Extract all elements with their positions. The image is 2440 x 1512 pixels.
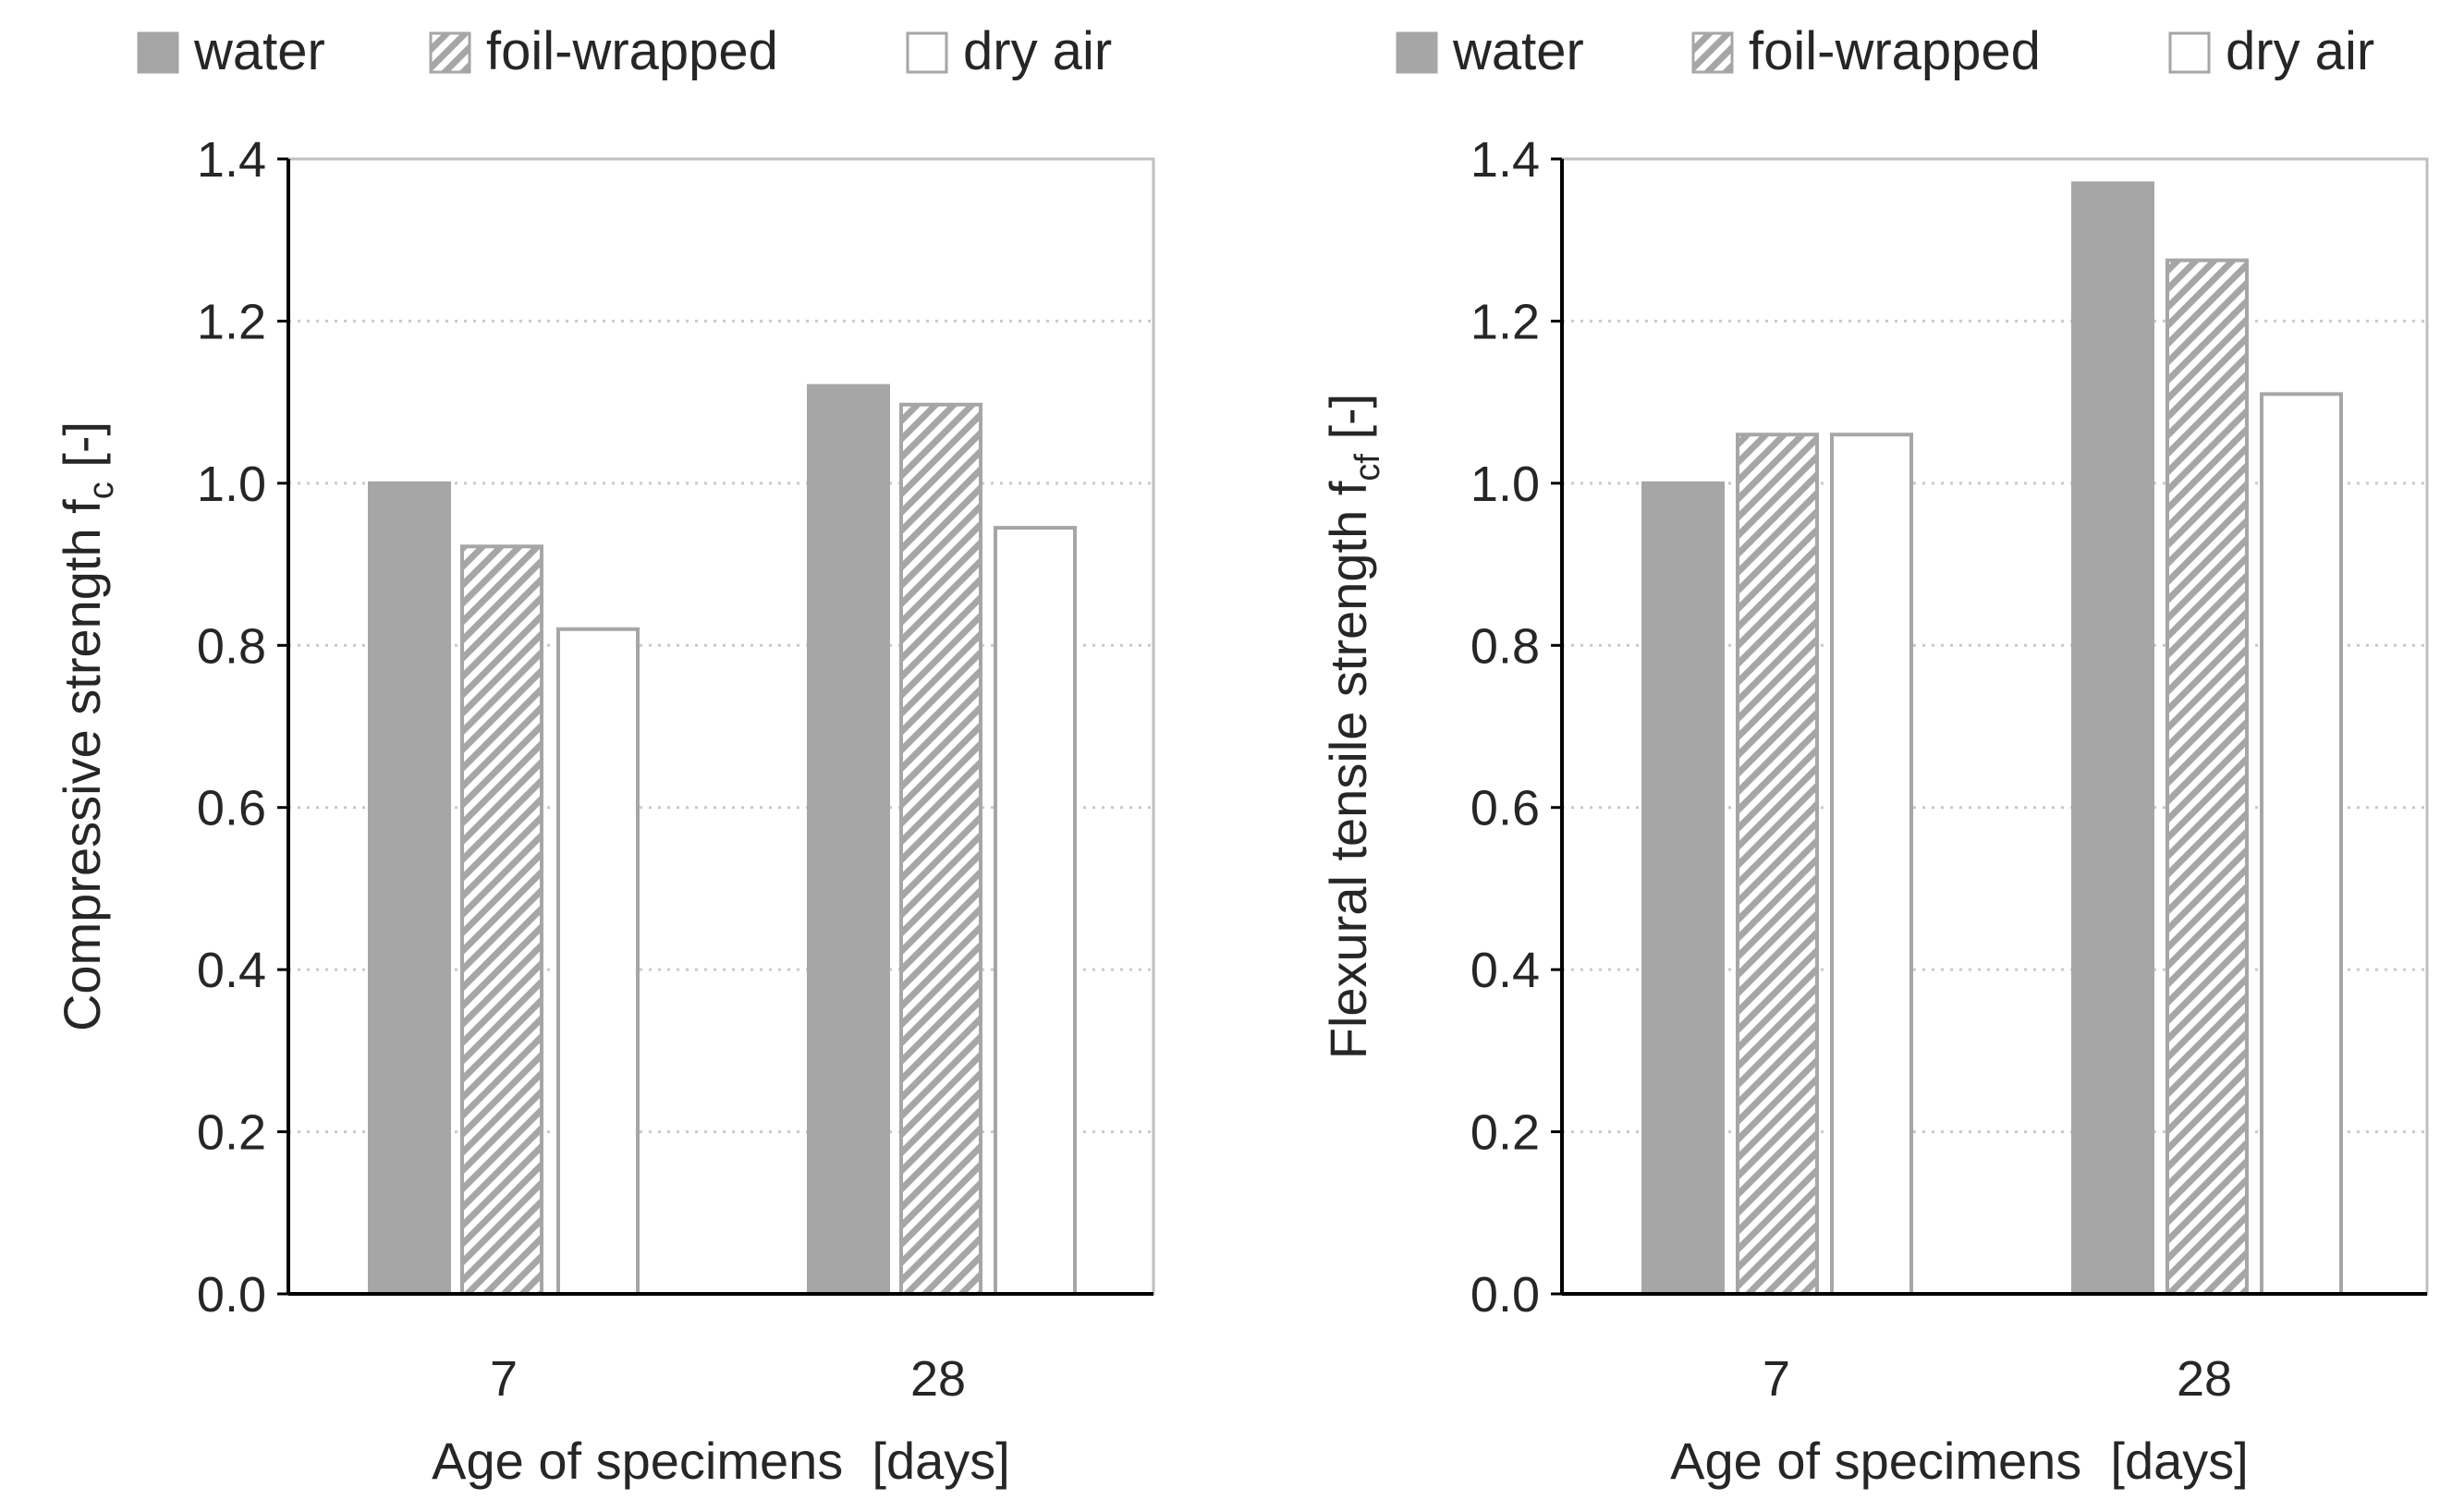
bars-right (1641, 181, 2343, 1297)
legend-swatch-foil-wrapped (429, 31, 471, 74)
y-tick-label: 1.4 (197, 132, 266, 188)
x-tick-label: 7 (1763, 1351, 1790, 1407)
y-tick-label: 0.0 (197, 1267, 266, 1323)
y-tick-label: 0.8 (1470, 618, 1540, 674)
y-tick-label: 0.4 (1470, 943, 1540, 998)
x-tick-label: 28 (2177, 1351, 2232, 1407)
legend-swatch-foil-wrapped (1691, 31, 1734, 74)
bar-foil-wrapped-day-28 (899, 402, 982, 1296)
y-tick-label: 1.2 (1470, 294, 1540, 349)
y-tick-label: 0.8 (197, 618, 266, 674)
y-tick-label: 1.0 (197, 457, 266, 512)
y-tick-label: 1.2 (197, 294, 266, 349)
legend-swatch-water (137, 31, 179, 74)
x-tick-label: 7 (490, 1351, 518, 1407)
bar-foil-wrapped-day-7 (460, 544, 543, 1296)
bar-dry-air-day-28 (994, 526, 1077, 1296)
bar-foil-wrapped-day-7 (1736, 433, 1819, 1296)
y-ticks-left: 0.0 0.2 0.4 0.6 0.8 1.0 1.2 1.4 (197, 132, 288, 1323)
bar-water-day-7 (368, 481, 451, 1296)
x-axis-title-right: Age of specimens [days] (1670, 1432, 2249, 1490)
y-tick-label: 1.0 (1470, 457, 1540, 512)
y-tick-label: 0.4 (197, 943, 266, 998)
y-tick-label: 0.0 (1470, 1267, 1540, 1323)
legend-label-foil-wrapped: foil-wrapped (486, 21, 778, 81)
bar-water-day-28 (807, 384, 890, 1297)
legend-label-water: water (1452, 21, 1584, 81)
x-tick-label: 28 (910, 1351, 966, 1407)
bar-dry-air-day-7 (1830, 433, 1913, 1296)
y-axis-title-right: Flexural tensile strength fcf [-] (1319, 394, 1387, 1060)
bar-dry-air-day-28 (2260, 392, 2343, 1297)
y-tick-label: 0.6 (1470, 781, 1540, 836)
legend-swatch-dry-air (906, 31, 948, 74)
y-ticks-right: 0.0 0.2 0.4 0.6 0.8 1.0 1.2 1.4 (1470, 132, 1562, 1323)
y-tick-label: 0.2 (1470, 1105, 1540, 1161)
legend-swatch-water (1396, 31, 1438, 74)
bar-water-day-7 (1641, 481, 1725, 1296)
y-tick-label: 0.2 (197, 1105, 266, 1161)
bar-water-day-28 (2071, 181, 2154, 1296)
chart-right: water foil-wrapped dry air 0.00.20.40.60… (1319, 21, 2429, 1490)
y-tick-label: 0.6 (197, 781, 266, 836)
y-axis-title-left: Compressive strength fc [-] (53, 421, 121, 1031)
bar-dry-air-day-7 (556, 627, 640, 1296)
x-axis-title-left: Age of specimens [days] (432, 1432, 1010, 1490)
bar-foil-wrapped-day-28 (2166, 258, 2249, 1297)
legend-label-dry-air: dry air (963, 21, 1112, 81)
bars-left (368, 384, 1077, 1297)
legend-label-dry-air: dry air (2226, 21, 2374, 81)
y-tick-label: 1.4 (1470, 132, 1540, 188)
chart-left: water foil-wrapped dry air 0.00.20.40.60… (53, 21, 1155, 1490)
legend-label-foil-wrapped: foil-wrapped (1749, 21, 2041, 81)
legend-right: water foil-wrapped dry air (1396, 21, 2374, 81)
legend-swatch-dry-air (2168, 31, 2211, 74)
legend-left: water foil-wrapped dry air (137, 21, 1112, 81)
legend-label-water: water (193, 21, 325, 81)
